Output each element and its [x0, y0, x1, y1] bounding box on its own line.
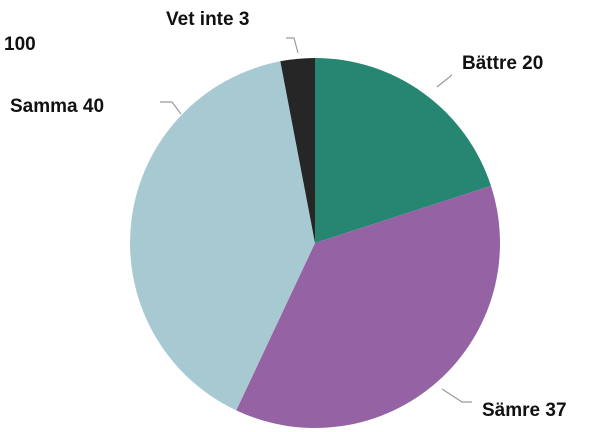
pie-slice-sämre	[236, 185, 501, 428]
slice-label-sämre: Sämre 37	[482, 400, 567, 421]
slice-labels: Bättre 20 Sämre 37 Samma 40 Vet inte 3	[10, 9, 567, 421]
pie-slice-samma	[130, 61, 315, 411]
leader-line-vet-inte	[286, 37, 299, 54]
leader-lines	[160, 37, 472, 403]
leader-line-bättre	[436, 74, 453, 88]
slice-label-bättre: Bättre 20	[462, 53, 543, 74]
pie-slice-bättre	[315, 58, 491, 243]
pie-slice-vet-inte	[280, 58, 315, 243]
leader-line-sämre	[441, 388, 472, 403]
pie-slices	[130, 58, 501, 428]
total-label: 100	[4, 34, 36, 55]
leader-line-samma	[160, 101, 182, 115]
slice-label-vet-inte: Vet inte 3	[166, 9, 249, 30]
slice-label-samma: Samma 40	[10, 96, 104, 117]
